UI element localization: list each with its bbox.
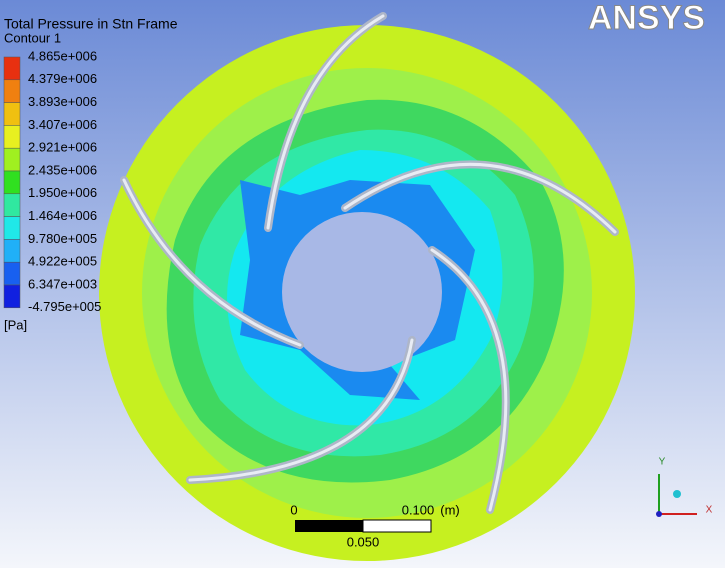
legend-swatch xyxy=(3,56,21,81)
scale-unit: (m) xyxy=(440,502,460,517)
legend-label: 2.921e+006 xyxy=(28,140,97,155)
legend-swatch xyxy=(3,79,21,103)
legend-swatch xyxy=(3,102,21,126)
scale-end: 0.100 xyxy=(402,502,435,517)
unit: [Pa] xyxy=(4,317,27,332)
contour xyxy=(99,25,635,561)
legend-label: 1.464e+006 xyxy=(28,208,97,223)
legend-label: 2.435e+006 xyxy=(28,162,97,177)
legend-swatch xyxy=(3,125,21,149)
scale-middle: 0.050 xyxy=(347,534,380,549)
scale-bar: 0 0.100 (m) 0.050 xyxy=(290,502,459,549)
legend-swatch xyxy=(3,193,21,217)
legend-label: 4.922e+005 xyxy=(28,254,97,269)
blades xyxy=(120,12,619,514)
legend-swatch xyxy=(3,147,21,172)
legend-label: 9.780e+005 xyxy=(28,231,97,246)
legend-label: 3.407e+006 xyxy=(28,117,97,132)
legend-label: 4.865e+006 xyxy=(28,48,97,63)
axis-triad: Y X xyxy=(656,457,713,517)
legend: 4.865e+006 4.379e+006 3.893e+006 3.407e+006… xyxy=(3,48,101,314)
legend-label: 1.950e+006 xyxy=(28,185,97,200)
legend-swatch xyxy=(3,216,21,240)
subtitle: Contour 1 xyxy=(4,30,61,45)
title: Total Pressure in Stn Frame xyxy=(4,16,178,32)
legend-label: 4.379e+006 xyxy=(28,71,97,86)
legend-swatch xyxy=(3,239,21,263)
logo: ANSYS xyxy=(588,0,705,37)
legend-swatch xyxy=(3,261,21,286)
scale-start: 0 xyxy=(290,502,297,517)
legend-label: -4.795e+005 xyxy=(28,299,101,314)
x-axis-label: X xyxy=(706,505,713,516)
legend-swatch xyxy=(3,170,21,195)
legend-label: 3.893e+006 xyxy=(28,94,97,109)
legend-swatch xyxy=(3,284,21,309)
legend-label: 6.347e+003 xyxy=(28,276,97,291)
y-axis-label: Y xyxy=(659,457,666,468)
